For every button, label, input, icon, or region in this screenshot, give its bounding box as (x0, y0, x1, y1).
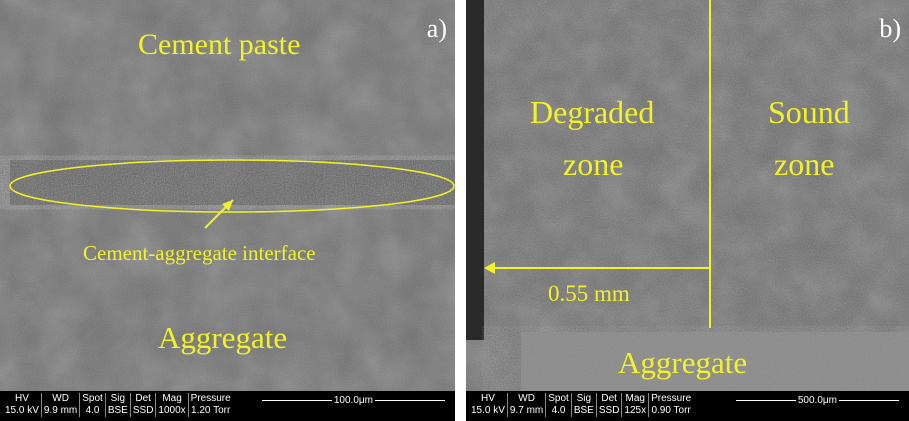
sem-databar-b: HV 15.0 kV WD 9.7 mm Spot 4.0 Sig BSE Det SSD… (466, 391, 909, 421)
sem-texture-a (0, 0, 455, 421)
panel-letter-b: b) (879, 14, 901, 43)
label-interface: Cement-aggregate interface (83, 241, 316, 265)
label-aggregate-a: Aggregate (158, 320, 288, 355)
label-cement-paste: Cement paste (138, 28, 301, 61)
scale-bar-b: 500.0μm (735, 395, 899, 406)
panel-letter-a: a) (426, 14, 447, 43)
label-degraded: Degraded (530, 94, 655, 130)
label-sound-zone: zone (774, 146, 835, 182)
label-aggregate-b: Aggregate (618, 345, 748, 380)
sem-texture-b (466, 0, 909, 421)
interface-ellipse (9, 159, 455, 213)
sem-image-panel-a: Cement paste Cement-aggregate interface … (0, 0, 455, 421)
label-distance: 0.55 mm (548, 281, 630, 306)
sem-databar-a: HV 15.0 kV WD 9.9 mm Spot 4.0 Sig BSE Det SSD… (0, 391, 455, 421)
panel-separator (455, 0, 466, 421)
sem-image-panel-b: Degraded zone Sound zone 0.55 mm Aggrega… (466, 0, 909, 421)
label-degraded-zone: zone (563, 146, 624, 182)
label-sound: Sound (768, 94, 850, 130)
scale-bar-a: 100.0μm (261, 395, 445, 406)
